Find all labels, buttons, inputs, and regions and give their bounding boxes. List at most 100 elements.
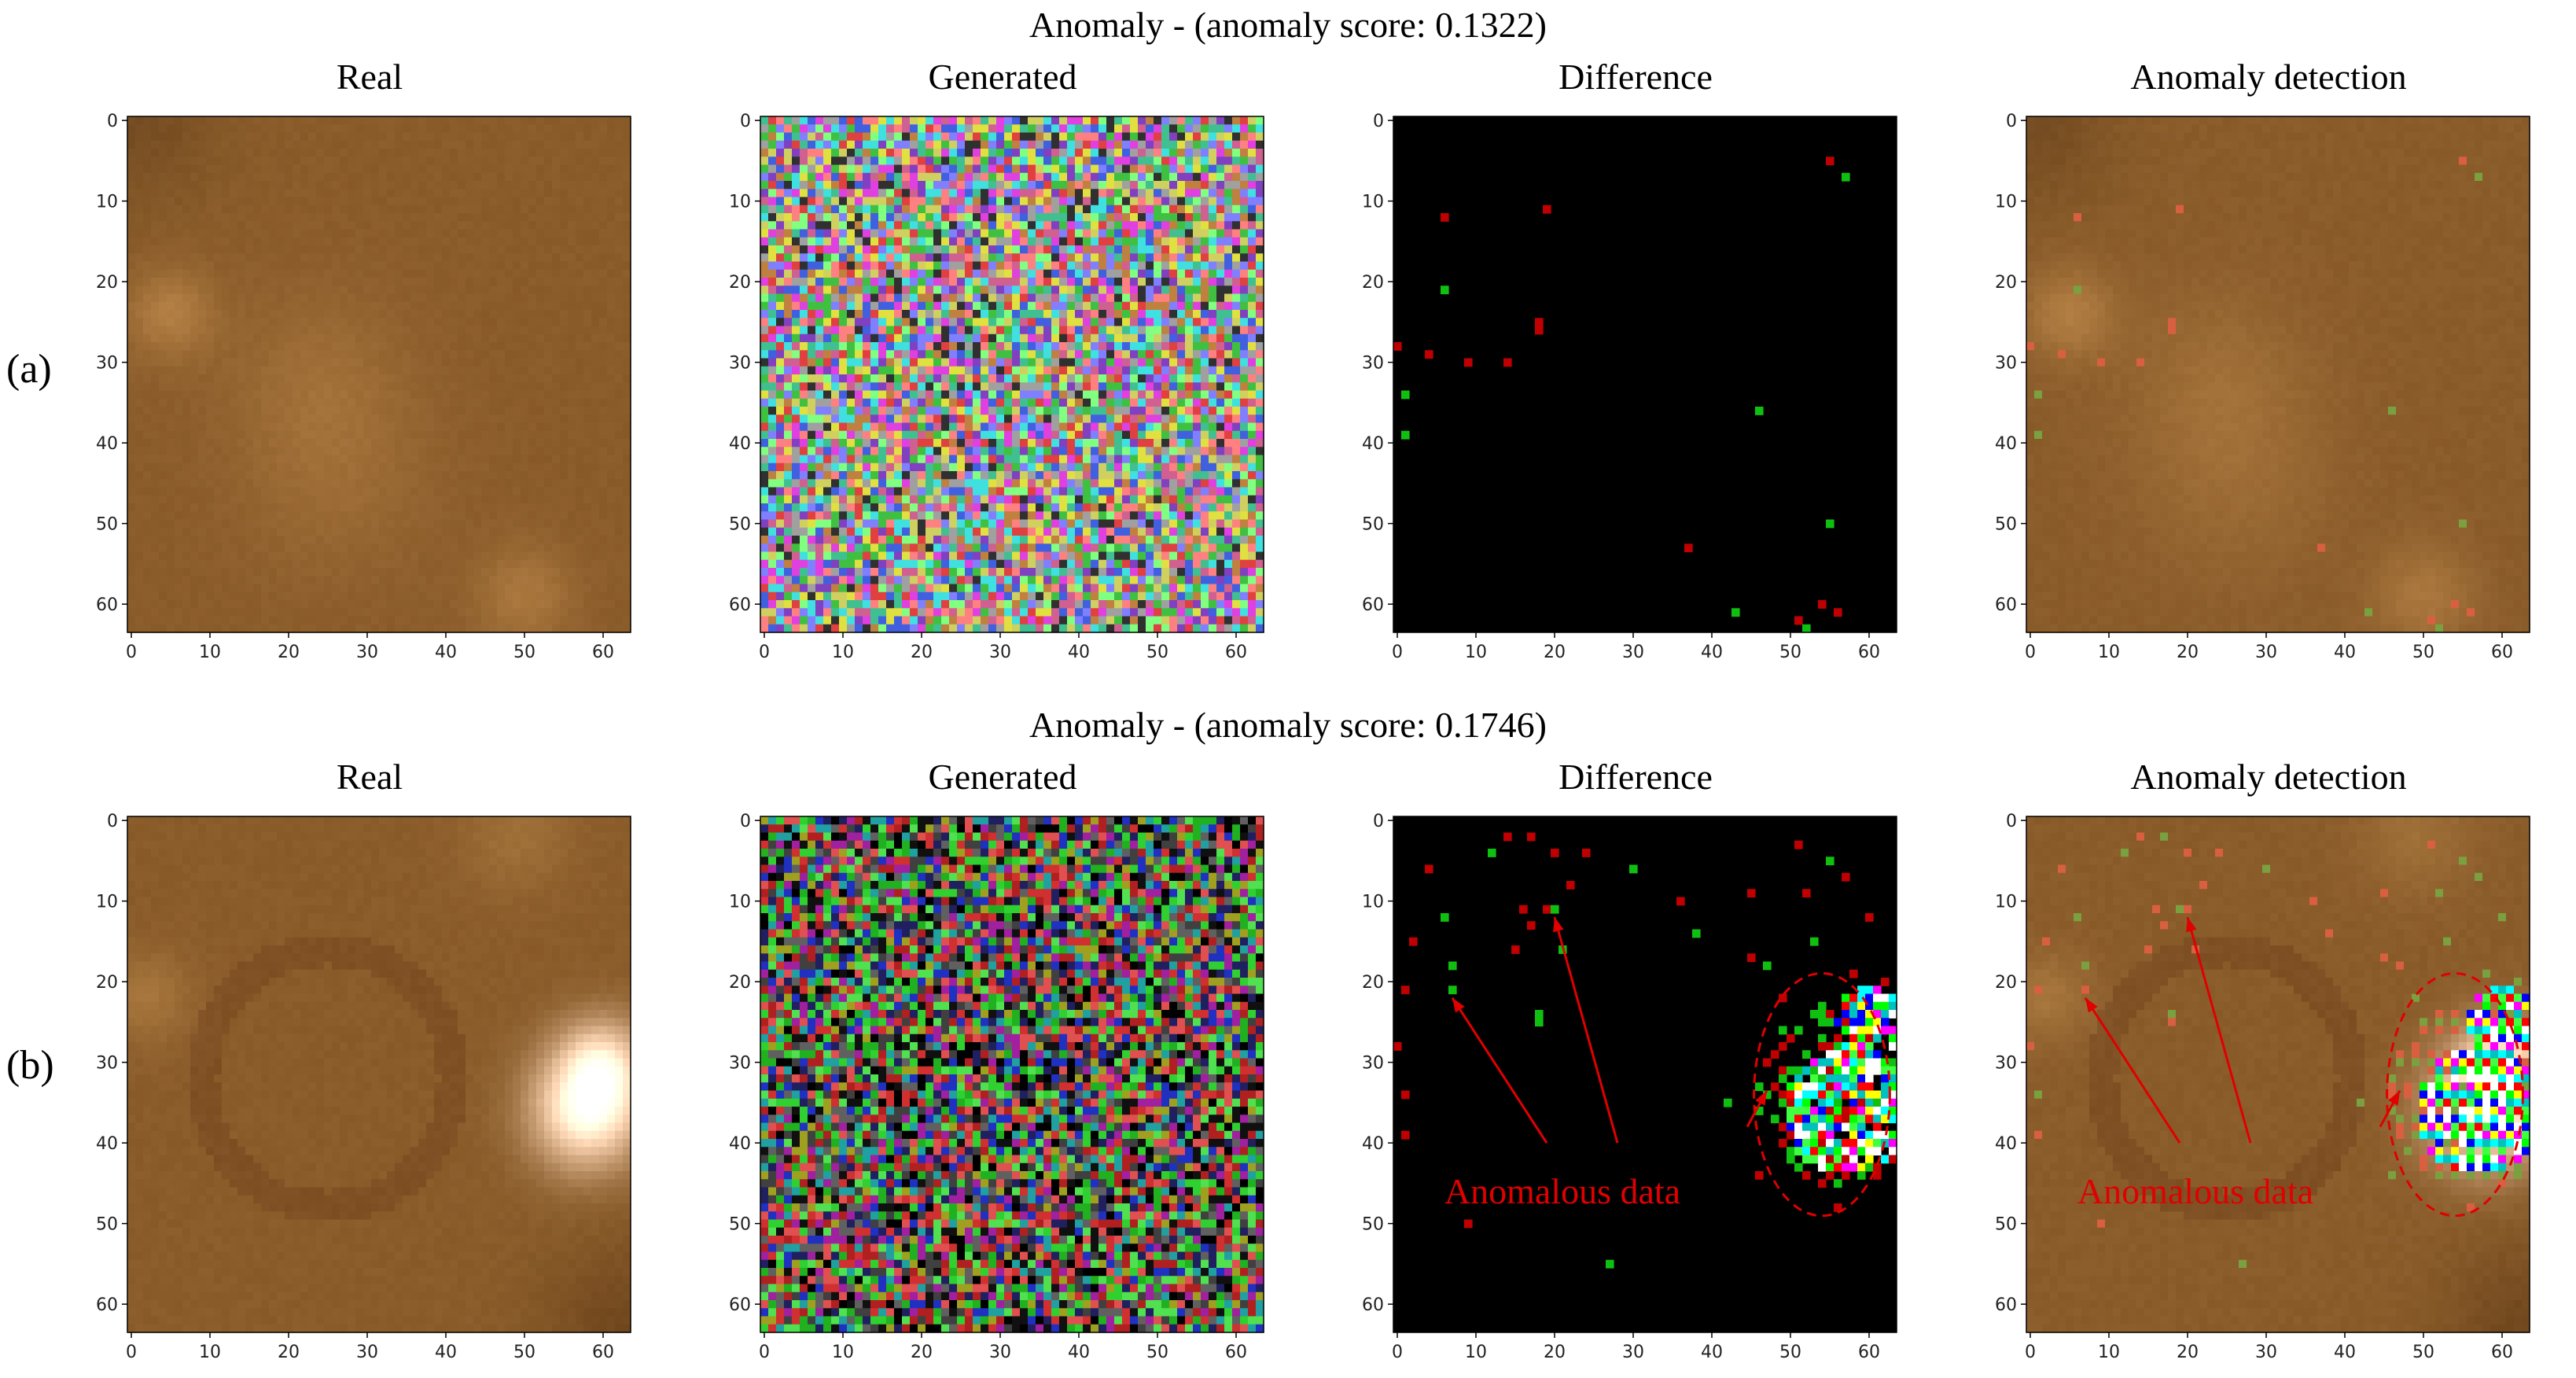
annotation-arrowhead bbox=[2085, 997, 2098, 1013]
x-tick-label: 0 bbox=[759, 1343, 770, 1362]
y-tick-label: 50 bbox=[729, 1215, 751, 1235]
x-tick-label: 10 bbox=[1465, 643, 1487, 662]
image-pixels bbox=[760, 816, 1264, 1333]
x-tick-label: 20 bbox=[2177, 1343, 2199, 1362]
y-tick-label: 40 bbox=[96, 434, 118, 454]
plot-frame bbox=[1393, 116, 1897, 633]
y-tick-label: 30 bbox=[96, 1054, 118, 1074]
y-tick-label: 40 bbox=[1995, 434, 2017, 454]
annotation-arrow bbox=[1553, 916, 1619, 1144]
x-tick-label: 40 bbox=[1701, 643, 1723, 662]
y-tick-label: 50 bbox=[96, 1215, 118, 1235]
y-tick-label: 60 bbox=[729, 1295, 751, 1315]
panel-title: Anomaly detection bbox=[2009, 757, 2528, 798]
x-tick-label: 10 bbox=[2098, 1343, 2120, 1362]
plot-frame bbox=[760, 116, 1264, 633]
panel-real: Real 0 10 20 30 40 50 60 0 10 20 30 40 50 60 bbox=[96, 757, 631, 1362]
annotation-arrowhead bbox=[1553, 917, 1564, 933]
annotation-arrowhead bbox=[2186, 917, 2197, 933]
x-tick-label: 20 bbox=[278, 643, 300, 662]
plot-frame bbox=[760, 816, 1264, 1333]
y-tick-label: 10 bbox=[729, 893, 751, 912]
x-tick-label: 40 bbox=[435, 643, 457, 662]
y-tick-label: 0 bbox=[740, 812, 751, 831]
x-tick-label: 10 bbox=[2098, 643, 2120, 662]
x-tick-label: 10 bbox=[832, 643, 854, 662]
panel-title: Real bbox=[110, 757, 629, 798]
image-plot: 0 10 20 30 40 50 60 0 10 20 30 40 50 60 bbox=[729, 812, 1264, 1362]
x-tick-label: 50 bbox=[2412, 643, 2434, 662]
image-plot: 0 10 20 30 40 50 60 0 10 20 30 40 50 60 bbox=[96, 812, 631, 1362]
x-tick-label: 20 bbox=[2177, 643, 2199, 662]
x-tick-label: 50 bbox=[1146, 643, 1168, 662]
y-tick-label: 30 bbox=[729, 354, 751, 374]
image-pixels bbox=[1393, 816, 1897, 1332]
row-title: Anomaly - (anomaly score: 0.1746) bbox=[0, 705, 2576, 746]
x-tick-label: 50 bbox=[513, 643, 535, 662]
x-tick-label: 50 bbox=[1146, 1343, 1168, 1362]
x-tick-label: 0 bbox=[126, 643, 137, 662]
y-tick-label: 0 bbox=[107, 112, 118, 131]
x-tick-label: 10 bbox=[199, 1343, 221, 1362]
x-tick-label: 0 bbox=[2025, 643, 2036, 662]
y-tick-label: 10 bbox=[1995, 193, 2017, 212]
image-pixels bbox=[1393, 116, 1897, 633]
image-plot: 0 10 20 30 40 50 60 0 10 20 30 40 50 60 bbox=[729, 112, 1264, 662]
y-tick-label: 60 bbox=[1995, 595, 2017, 615]
y-tick-label: 20 bbox=[729, 973, 751, 993]
y-tick-label: 30 bbox=[1995, 354, 2017, 374]
y-tick-label: 40 bbox=[729, 434, 751, 454]
x-tick-label: 40 bbox=[1068, 1343, 1090, 1362]
y-tick-label: 60 bbox=[1362, 1295, 1384, 1315]
annotation-arrow bbox=[1451, 997, 1548, 1144]
x-tick-label: 20 bbox=[1544, 1343, 1566, 1362]
panel-overlay: Anomaly detection 0 10 20 30 40 50 60 0 10 20 30 40 5… bbox=[1995, 757, 2530, 1362]
x-tick-label: 30 bbox=[989, 1343, 1011, 1362]
x-tick-label: 40 bbox=[2334, 643, 2356, 662]
y-tick-label: 20 bbox=[96, 273, 118, 293]
x-tick-label: 40 bbox=[1701, 1343, 1723, 1362]
y-tick-label: 60 bbox=[96, 595, 118, 615]
annotation-arrow bbox=[2186, 916, 2252, 1144]
image-plot: 0 10 20 30 40 50 60 0 10 20 30 40 50 60 bbox=[1362, 112, 1897, 662]
x-tick-label: 30 bbox=[1622, 1343, 1644, 1362]
y-tick-label: 40 bbox=[1995, 1134, 2017, 1154]
row-label: (b) bbox=[6, 1042, 54, 1089]
image-pixels bbox=[2026, 816, 2530, 1333]
y-tick-label: 30 bbox=[1995, 1054, 2017, 1074]
x-tick-label: 30 bbox=[356, 643, 378, 662]
annotation-arrowhead bbox=[2388, 1090, 2400, 1106]
x-tick-label: 40 bbox=[2334, 1343, 2356, 1362]
y-tick-label: 20 bbox=[1362, 973, 1384, 993]
x-tick-label: 50 bbox=[1779, 1343, 1801, 1362]
row-title: Anomaly - (anomaly score: 0.1322) bbox=[0, 5, 2576, 46]
panel-title: Anomaly detection bbox=[2009, 57, 2528, 98]
y-tick-label: 50 bbox=[1362, 1215, 1384, 1235]
y-tick-label: 60 bbox=[729, 595, 751, 615]
y-tick-label: 10 bbox=[1362, 193, 1384, 212]
y-tick-label: 0 bbox=[107, 812, 118, 831]
x-tick-label: 60 bbox=[2491, 1343, 2513, 1362]
panel-title: Difference bbox=[1376, 757, 1895, 798]
image-plot: 0 10 20 30 40 50 60 0 10 20 30 40 50 60 Anomalous data bbox=[1995, 812, 2530, 1362]
y-tick-label: 20 bbox=[1362, 273, 1384, 293]
y-tick-label: 10 bbox=[729, 193, 751, 212]
y-tick-label: 60 bbox=[1995, 1295, 2017, 1315]
x-tick-label: 10 bbox=[832, 1343, 854, 1362]
plot-frame bbox=[2026, 816, 2530, 1333]
image-plot: 0 10 20 30 40 50 60 0 10 20 30 40 50 60 bbox=[1995, 112, 2530, 662]
plot-frame bbox=[127, 816, 631, 1333]
panel-noise: Generated 0 10 20 30 40 50 60 0 10 20 30 40 50 60 bbox=[729, 757, 1264, 1362]
x-tick-label: 30 bbox=[2255, 1343, 2277, 1362]
image-pixels bbox=[127, 116, 631, 633]
anomaly-ellipse bbox=[1753, 971, 1891, 1218]
x-tick-label: 60 bbox=[1225, 643, 1247, 662]
panel-diff: Difference 0 10 20 30 40 50 60 0 10 20 30 40 50 60 bbox=[1362, 57, 1897, 662]
plot-frame bbox=[2026, 116, 2530, 633]
anomaly-ellipse bbox=[2386, 971, 2524, 1218]
y-tick-label: 50 bbox=[1995, 1215, 2017, 1235]
x-tick-label: 60 bbox=[1225, 1343, 1247, 1362]
annotation-arrowhead bbox=[1452, 997, 1465, 1013]
x-tick-label: 0 bbox=[759, 643, 770, 662]
